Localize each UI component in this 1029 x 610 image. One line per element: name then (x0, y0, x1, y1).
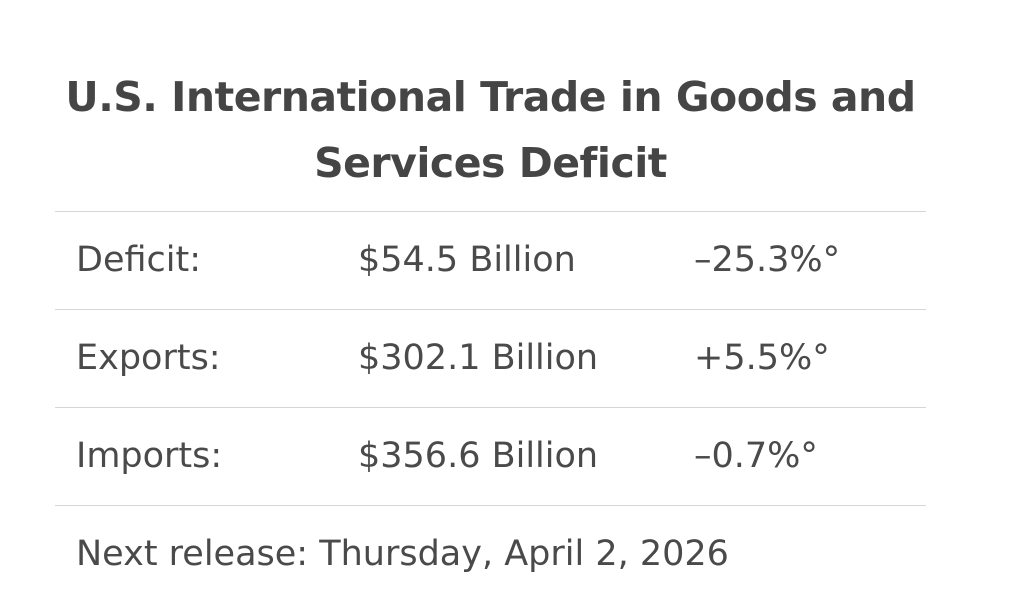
row-value: $302.1 Billion (358, 338, 599, 378)
trade-deficit-card: U.S. International Trade in Goods and Se… (55, 0, 926, 602)
next-release-text: Next release: Thursday, April 2, 2026 (76, 534, 729, 574)
card-title: U.S. International Trade in Goods and Se… (65, 73, 916, 187)
row-label: Imports: (76, 436, 223, 476)
table-row-exports: Exports: $302.1 Billion +5.5%° (55, 310, 926, 408)
row-value: $356.6 Billion (358, 436, 599, 476)
row-change: –0.7%° (694, 436, 818, 476)
row-value: $54.5 Billion (358, 240, 576, 280)
row-label: Exports: (76, 338, 221, 378)
row-change: –25.3%° (694, 240, 841, 280)
row-label: Deficit: (76, 240, 202, 280)
table-row-deficit: Deficit: $54.5 Billion –25.3%° (55, 212, 926, 310)
table-row-imports: Imports: $356.6 Billion –0.7%° (55, 408, 926, 506)
row-change: +5.5%° (694, 338, 830, 378)
trade-table: Deficit: $54.5 Billion –25.3%° Exports: … (55, 211, 926, 506)
